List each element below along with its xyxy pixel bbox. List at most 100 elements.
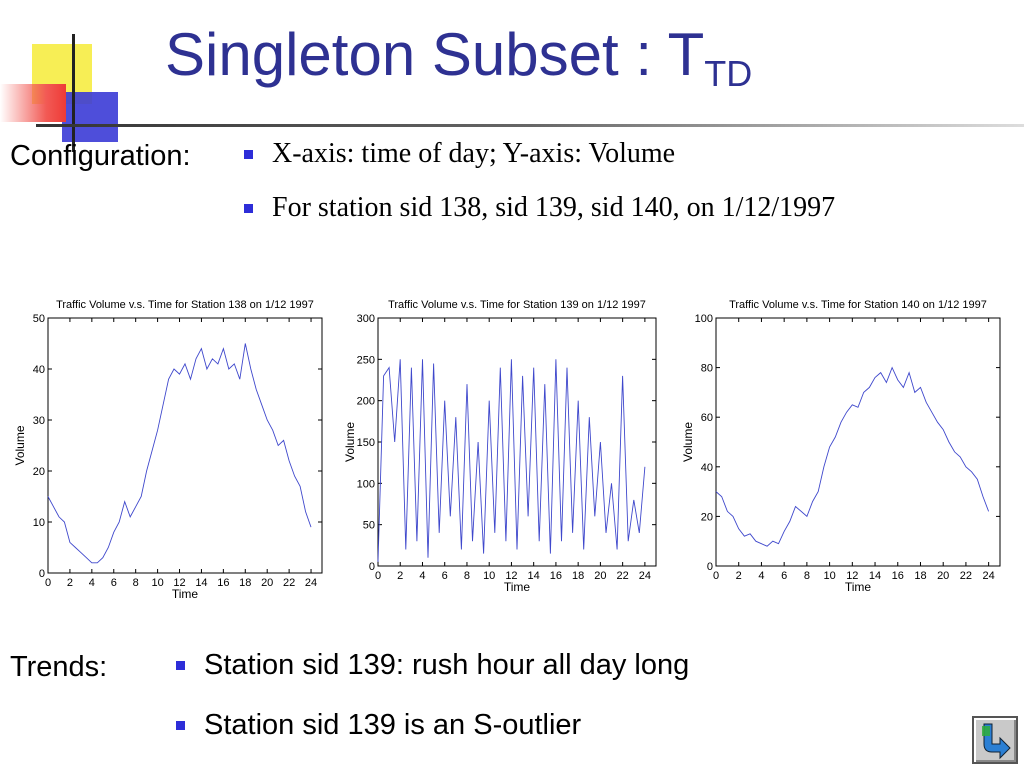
x-tick-label: 6 — [442, 570, 448, 582]
x-tick-label: 14 — [869, 570, 881, 582]
decorative-blue-square — [62, 92, 118, 142]
y-tick-label: 10 — [33, 517, 45, 529]
trends-bullet-text: Station sid 139 is an S-outlier — [204, 709, 582, 741]
x-tick-label: 8 — [464, 570, 470, 582]
y-tick-label: 100 — [695, 313, 713, 325]
decorative-vertical-line — [72, 34, 75, 152]
y-tick-label: 40 — [701, 462, 713, 474]
y-tick-label: 300 — [357, 313, 375, 325]
slide-title: Singleton Subset : TTD — [165, 20, 752, 94]
x-tick-label: 12 — [505, 570, 517, 582]
x-axis-label: Time — [504, 580, 531, 594]
x-tick-label: 24 — [983, 570, 995, 582]
plot-frame — [377, 317, 657, 567]
x-tick-label: 20 — [594, 570, 606, 582]
trends-bullet-text: Station sid 139: rush hour all day long — [204, 649, 690, 681]
y-tick-label: 20 — [701, 511, 713, 523]
configuration-bullet: For station sid 138, sid 139, sid 140, o… — [240, 192, 835, 246]
x-tick-label: 6 — [781, 570, 787, 582]
x-tick-label: 8 — [133, 577, 139, 589]
trends-label: Trends: — [10, 651, 108, 683]
x-tick-label: 24 — [305, 577, 317, 589]
y-tick-label: 200 — [357, 396, 375, 408]
x-tick-label: 8 — [804, 570, 810, 582]
bullet-square-icon — [244, 204, 253, 213]
x-tick-label: 12 — [846, 570, 858, 582]
return-nav-button[interactable] — [972, 716, 1018, 764]
y-tick-label: 0 — [39, 568, 45, 580]
x-tick-label: 22 — [283, 577, 295, 589]
x-tick-label: 6 — [111, 577, 117, 589]
x-tick-label: 12 — [173, 577, 185, 589]
trends-bullet-list: Station sid 139: rush hour all day long … — [172, 649, 689, 769]
title-divider-line — [36, 124, 1024, 127]
chart-station-140: Traffic Volume v.s. Time for Station 140… — [680, 290, 1015, 600]
chart-138-svg: Traffic Volume v.s. Time for Station 138… — [13, 299, 323, 601]
return-arrow-icon — [982, 723, 1011, 760]
x-tick-label: 14 — [528, 570, 540, 582]
chart-title: Traffic Volume v.s. Time for Station 140… — [729, 299, 987, 311]
x-tick-label: 10 — [823, 570, 835, 582]
x-tick-label: 2 — [397, 570, 403, 582]
x-tick-label: 18 — [572, 570, 584, 582]
x-tick-label: 2 — [736, 570, 742, 582]
bullet-square-icon — [176, 721, 185, 730]
chart-station-138: Traffic Volume v.s. Time for Station 138… — [13, 290, 334, 610]
y-tick-label: 150 — [357, 437, 375, 449]
trends-bullet: Station sid 139 is an S-outlier — [172, 709, 689, 769]
x-tick-label: 10 — [151, 577, 163, 589]
chart-title: Traffic Volume v.s. Time for Station 138… — [56, 299, 314, 311]
y-axis-label: Volume — [13, 425, 27, 465]
y-tick-label: 40 — [33, 364, 45, 376]
x-tick-label: 0 — [375, 570, 381, 582]
configuration-bullet-text: X-axis: time of day; Y-axis: Volume — [272, 138, 676, 169]
y-tick-label: 0 — [369, 561, 375, 573]
x-tick-label: 4 — [419, 570, 425, 582]
y-tick-label: 80 — [701, 363, 713, 375]
x-tick-label: 20 — [261, 577, 273, 589]
y-tick-label: 20 — [33, 466, 45, 478]
decorative-red-bar — [0, 84, 66, 122]
chart-station-139: Traffic Volume v.s. Time for Station 139… — [340, 290, 670, 600]
x-axis-label: Time — [845, 580, 872, 594]
y-tick-label: 50 — [33, 313, 45, 325]
chart-title: Traffic Volume v.s. Time for Station 139… — [388, 299, 646, 311]
volume-series-line — [377, 359, 646, 562]
y-tick-label: 60 — [701, 412, 713, 424]
y-tick-label: 30 — [33, 415, 45, 427]
bullet-square-icon — [244, 150, 253, 159]
x-tick-label: 0 — [45, 577, 51, 589]
configuration-bullet-list: X-axis: time of day; Y-axis: Volume For … — [240, 138, 835, 246]
volume-series-line — [715, 366, 990, 547]
x-tick-label: 0 — [713, 570, 719, 582]
y-tick-label: 50 — [363, 520, 375, 532]
x-tick-label: 14 — [195, 577, 207, 589]
x-tick-label: 22 — [617, 570, 629, 582]
x-tick-label: 24 — [639, 570, 651, 582]
plot-frame — [715, 317, 1001, 567]
x-tick-label: 22 — [960, 570, 972, 582]
y-tick-label: 0 — [707, 561, 713, 573]
slide-title-text: Singleton Subset : T — [165, 21, 705, 88]
x-tick-label: 16 — [217, 577, 229, 589]
configuration-bullet-text: For station sid 138, sid 139, sid 140, o… — [272, 192, 836, 223]
trends-bullet: Station sid 139: rush hour all day long — [172, 649, 689, 709]
y-tick-label: 100 — [357, 478, 375, 490]
configuration-bullet: X-axis: time of day; Y-axis: Volume — [240, 138, 835, 192]
x-tick-label: 2 — [67, 577, 73, 589]
x-tick-label: 10 — [483, 570, 495, 582]
configuration-label: Configuration: — [10, 140, 191, 172]
chart-139-svg: Traffic Volume v.s. Time for Station 139… — [343, 299, 657, 594]
x-tick-label: 4 — [89, 577, 95, 589]
chart-140-svg: Traffic Volume v.s. Time for Station 140… — [681, 299, 1001, 594]
x-tick-label: 18 — [239, 577, 251, 589]
x-tick-label: 4 — [758, 570, 764, 582]
y-axis-label: Volume — [343, 422, 357, 462]
x-tick-label: 18 — [914, 570, 926, 582]
y-tick-label: 250 — [357, 354, 375, 366]
x-axis-label: Time — [172, 587, 199, 601]
slide-title-subscript: TD — [704, 53, 753, 94]
y-axis-label: Volume — [681, 422, 695, 462]
x-tick-label: 20 — [937, 570, 949, 582]
x-tick-label: 16 — [550, 570, 562, 582]
